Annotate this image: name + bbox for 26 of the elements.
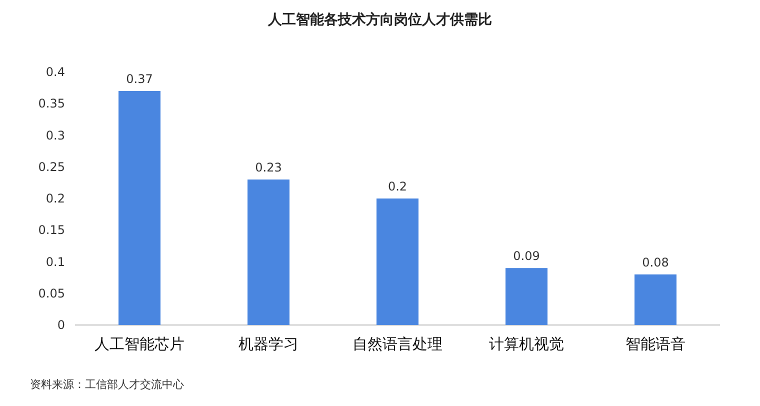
y-tick-label: 0.3 (46, 128, 65, 142)
bar (376, 198, 418, 325)
x-tick-label: 机器学习 (238, 335, 298, 353)
data-label: 0.23 (255, 160, 282, 175)
y-tick-label: 0.1 (46, 254, 65, 269)
data-label: 0.37 (126, 72, 153, 86)
y-tick-label: 0.05 (38, 286, 65, 300)
bar (506, 268, 548, 325)
x-tick-label: 智能语音 (626, 335, 686, 353)
y-tick-label: 0 (57, 318, 65, 332)
bar (248, 180, 290, 325)
data-label: 0.2 (388, 180, 408, 194)
x-tick-label: 人工智能芯片 (94, 335, 184, 353)
bar (634, 274, 676, 325)
y-tick-label: 0.25 (38, 160, 65, 174)
text: 资料来源：工信部人才交流中心 (30, 378, 184, 391)
y-tick-label: 0.2 (46, 192, 65, 206)
y-tick-label: 0.15 (38, 223, 65, 238)
data-label: 0.08 (642, 255, 669, 270)
x-tick-label: 计算机视觉 (489, 335, 564, 353)
bar (118, 90, 160, 325)
data-label: 0.09 (513, 249, 540, 264)
y-tick-label: 0.35 (38, 96, 65, 111)
chart-title: 人工智能各技术方向岗位人才供需比 (267, 11, 492, 28)
y-tick-label: 0.4 (46, 65, 65, 79)
x-tick-label: 自然语言处理 (352, 335, 442, 353)
